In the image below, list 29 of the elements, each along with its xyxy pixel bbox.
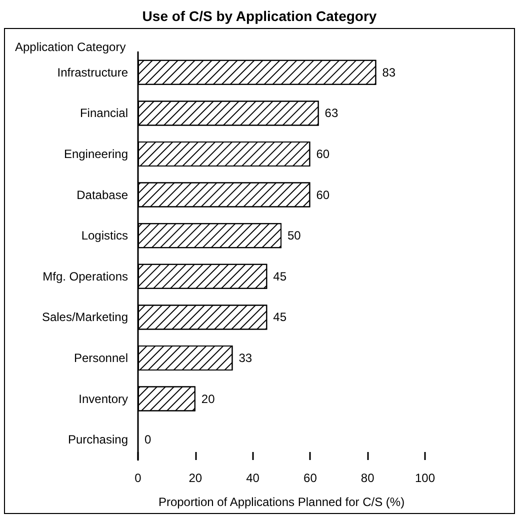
data-label: 0 xyxy=(144,432,152,447)
data-label: 45 xyxy=(273,269,287,284)
chart-title: Use of C/S by Application Category xyxy=(142,8,377,24)
data-label: 50 xyxy=(288,228,302,243)
y-tick-label: Purchasing xyxy=(68,432,128,447)
data-label: 20 xyxy=(201,392,216,406)
y-tick-label: Mfg. Operations xyxy=(42,269,128,284)
y-tick-label: Logistics xyxy=(81,228,128,243)
x-tick-label: 40 xyxy=(246,471,260,485)
x-tick-label: 0 xyxy=(134,471,142,485)
y-tick-label: Inventory xyxy=(78,392,128,406)
y-tick-label: Sales/Marketing xyxy=(42,310,128,324)
y-axis-title: Application Category xyxy=(15,40,126,54)
y-tick-label: Personnel xyxy=(74,351,128,365)
x-tick-label: 20 xyxy=(188,471,202,485)
x-tick-label: 100 xyxy=(414,471,436,485)
data-label: 60 xyxy=(316,188,330,202)
x-tick-label: 80 xyxy=(360,471,375,485)
x-tick-label: 60 xyxy=(304,471,318,485)
data-label: 83 xyxy=(382,65,396,80)
y-tick-label: Financial xyxy=(80,106,128,120)
data-label: 45 xyxy=(273,310,287,324)
y-tick-label: Infrastructure xyxy=(57,65,128,80)
data-label: 33 xyxy=(238,351,252,365)
data-label: 63 xyxy=(324,106,338,120)
y-tick-label: Database xyxy=(76,188,128,202)
x-axis-title: Proportion of Applications Planned for C/S (%) xyxy=(158,495,405,509)
y-tick-label: Engineering xyxy=(64,147,128,161)
data-label: 60 xyxy=(316,147,330,161)
